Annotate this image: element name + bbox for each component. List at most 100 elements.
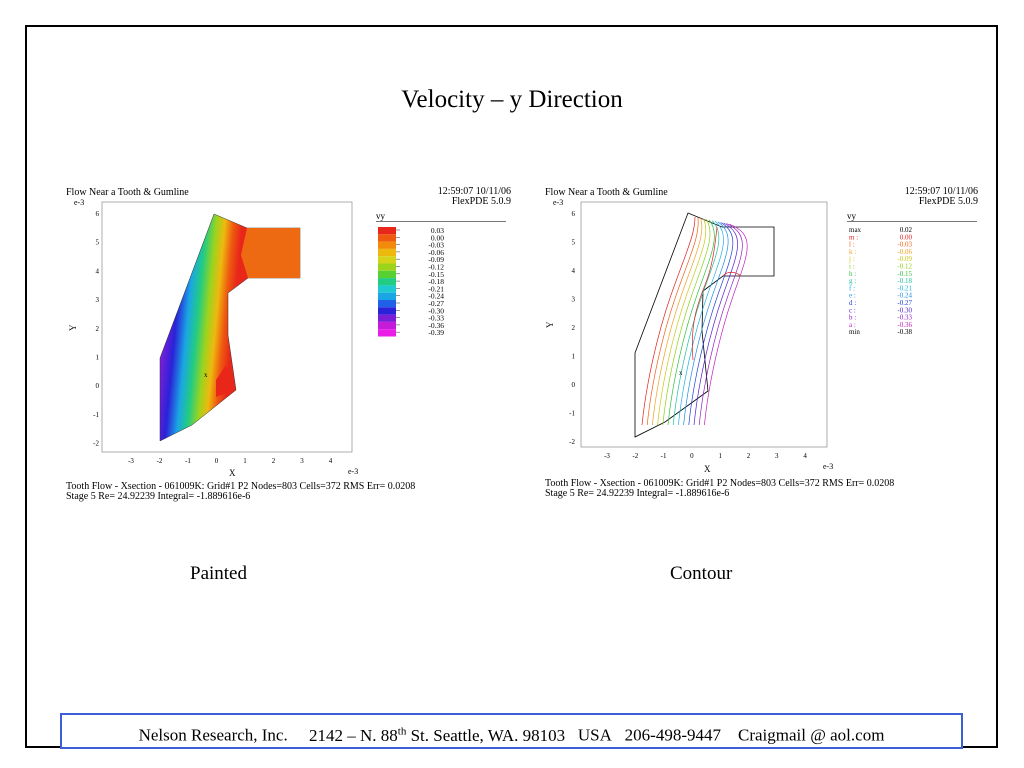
y-tick-label: 0 [572,381,576,389]
contour-line [678,220,724,426]
plot-title: Flow Near a Tooth & Gumline [66,187,189,198]
legend-label: i : [849,263,855,271]
legend-value: -0.12 [897,263,912,271]
marker-x: x [679,369,683,377]
plot-footer-line1: Tooth Flow - Xsection - 061009K: Grid#1 … [545,478,895,489]
legend-label: h : [849,270,856,278]
y-tick-label: 2 [96,325,100,333]
legend-swatch [378,234,396,242]
legend-swatch [378,256,396,264]
plot-footer-line2: Stage 5 Re= 24.92239 Integral= -1.889616… [66,491,251,502]
legend-swatch [378,285,396,293]
painted-legend-entries: 0.030.00-0.03-0.06-0.09-0.12-0.15-0.18-0… [378,226,444,337]
y-tick-label: 0 [96,382,100,390]
legend-title: vy [847,211,856,221]
footer-address: 2142 – N. 88th St. Seattle, WA. 98103 [309,725,566,745]
y-tick-label: 5 [572,239,576,247]
x-tick-label: 3 [300,457,304,465]
footer-address-post: St. Seattle, WA. 98103 [406,725,566,745]
y-tick-label: 6 [572,210,576,218]
contour-line [698,223,743,426]
plot-frame [580,201,828,448]
legend-label: e : [849,292,856,300]
x-tick-label: 2 [272,457,276,465]
slide-title: Velocity – y Direction [401,86,623,113]
contour-line [667,219,715,426]
legend-swatch [378,314,396,322]
footer-country: USA [577,725,612,745]
legend-value: -0.15 [428,270,444,279]
legend-rule [376,221,506,222]
tooth-domain-outline [634,212,775,438]
legend-value: -0.15 [897,270,912,278]
footer-company: Nelson Research, Inc. [138,725,288,745]
legend-swatch [378,329,396,337]
legend-value: -0.38 [897,328,912,336]
legend-value: -0.12 [428,263,444,272]
x-axis-label: X [704,464,711,474]
legend-swatch [378,263,396,271]
contour-line [641,216,696,426]
legend-value: -0.03 [897,241,912,249]
legend-swatch [378,241,396,249]
contour-lines [641,216,748,426]
legend-value: 0.00 [900,233,913,241]
y-tick-label: 2 [572,324,576,332]
legend-value: -0.09 [428,255,444,264]
y-tick-label: 3 [96,296,100,304]
x-tick-label: 3 [775,452,779,460]
gum-region-painted [241,228,300,278]
footer-bar: Nelson Research, Inc. 2142 – N. 88th St.… [60,713,963,749]
y-axis-label: Y [545,321,555,328]
contour-line [692,226,718,361]
legend-value: -0.33 [897,314,912,322]
y-axis-label: Y [68,324,78,331]
y-tick-labels: 6 5 4 3 2 1 0 -1 -2 [569,210,575,446]
legend-value: -0.21 [897,284,912,292]
contour-line [683,221,729,426]
timestamp-block: 12:59:07 10/11/06 FlexPDE 5.0.9 [905,187,978,207]
x-tick-labels: -3 -2 -1 0 1 2 3 4 [128,457,333,465]
legend-label: m : [849,233,858,241]
timestamp-block: 12:59:07 10/11/06 FlexPDE 5.0.9 [438,187,511,207]
y-tick-label: 1 [572,353,576,361]
y-tick-label: -1 [569,410,575,418]
x-axis-label: X [229,468,236,478]
plot-footer-line1: Tooth Flow - Xsection - 061009K: Grid#1 … [66,481,416,492]
painted-plot-svg: x -3 -2 -1 0 1 2 3 4 6 5 4 3 2 1 0 -1 -2 X Y [68,201,353,478]
legend-value: -0.27 [428,299,444,308]
legend-value: -0.06 [428,248,444,257]
y-tick-labels: 6 5 4 3 2 1 0 -1 -2 [93,210,99,448]
caption-painted: Painted [190,563,247,584]
x-tick-label: -1 [185,457,191,465]
legend-swatch [378,248,396,257]
plot-title: Flow Near a Tooth & Gumline [545,187,668,198]
legend-label: j : [848,255,855,263]
legend-label: min [849,328,860,336]
x-tick-labels: -3 -2 -1 0 1 2 3 4 [604,452,807,460]
plot-timestamp: 12:59:07 10/11/06 [437,186,511,197]
legend-label: c : [849,306,856,314]
x-exponent: e-3 [823,462,834,471]
legend-label: max [849,226,862,234]
contour-plot-panel: Flow Near a Tooth & Gumline 12:59:07 10/… [545,185,990,505]
legend-title: vy [376,211,385,221]
legend-value: -0.18 [428,277,444,286]
legend-value: -0.18 [897,277,912,285]
legend-swatch [378,292,396,300]
footer-address-sup: th [397,725,407,737]
plot-version: FlexPDE 5.0.9 [918,196,978,207]
plot-timestamp: 12:59:07 10/11/06 [904,186,978,197]
x-tick-label: 4 [329,457,333,465]
painted-plot-panel: Flow Near a Tooth & Gumline 12:59:07 10/… [66,185,511,505]
y-exponent: e-3 [74,198,85,207]
contour-line [672,220,720,426]
y-tick-label: -2 [569,438,575,446]
legend-value: -0.36 [428,321,444,330]
legend-value: -0.30 [428,306,444,315]
legend-value: -0.21 [428,284,444,293]
legend-value: 0.02 [900,226,913,234]
y-exponent: e-3 [553,198,564,207]
legend-value: -0.36 [897,321,912,329]
legend-value: -0.24 [897,292,912,300]
